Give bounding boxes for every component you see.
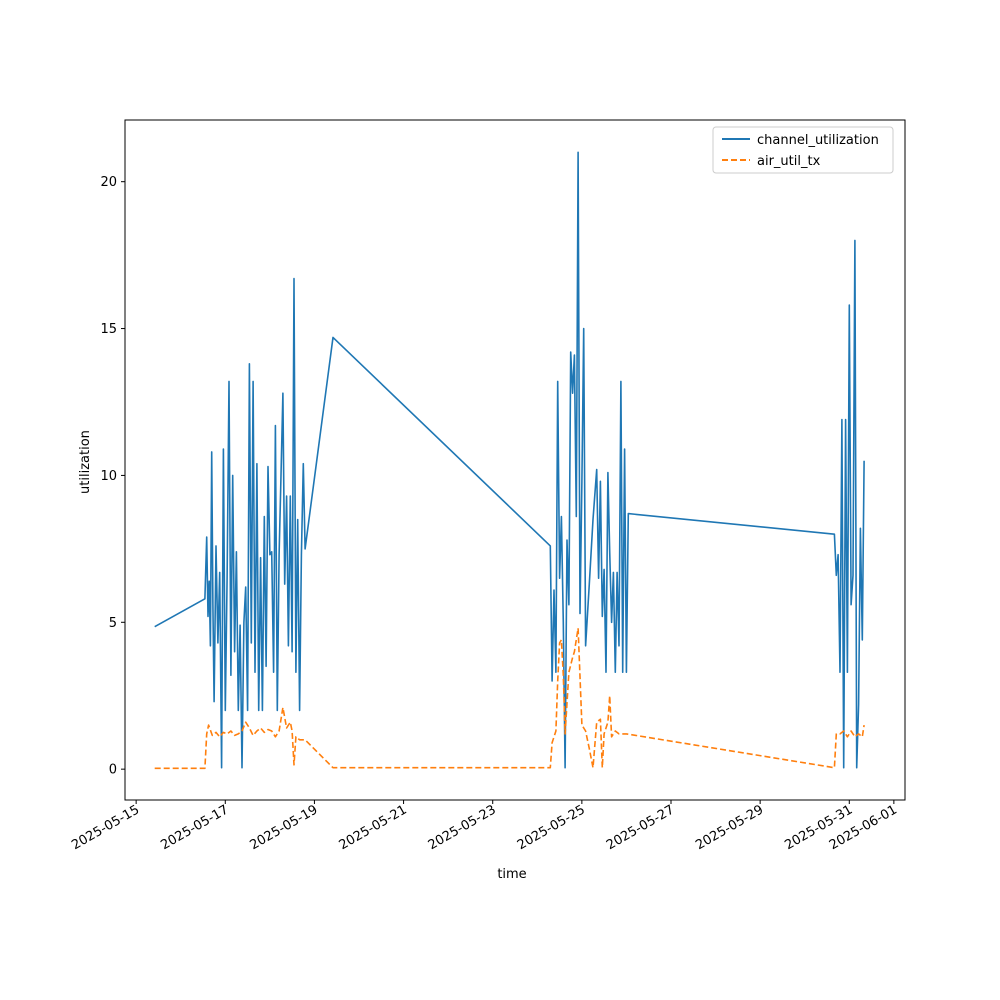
legend: channel_utilization air_util_tx [712,126,894,174]
y-tick-label: 10 [100,469,117,484]
y-axis: 0 5 10 15 20 [100,175,125,778]
x-axis-label: time [497,867,526,882]
legend-label-air-util-tx: air_util_tx [757,154,821,169]
y-tick-label: 5 [109,616,117,631]
legend-box [712,126,894,174]
series-line-channel-utilization [154,151,865,769]
plot-frame [124,119,906,801]
series-layer [154,151,865,770]
y-tick-label: 15 [100,322,117,337]
series-line-air-util-tx [154,627,865,770]
legend-label-channel-utilization: channel_utilization [757,133,879,148]
y-tick-label: 0 [109,763,117,778]
y-axis-label: utilization [78,430,93,494]
y-tick-label: 20 [100,175,117,190]
